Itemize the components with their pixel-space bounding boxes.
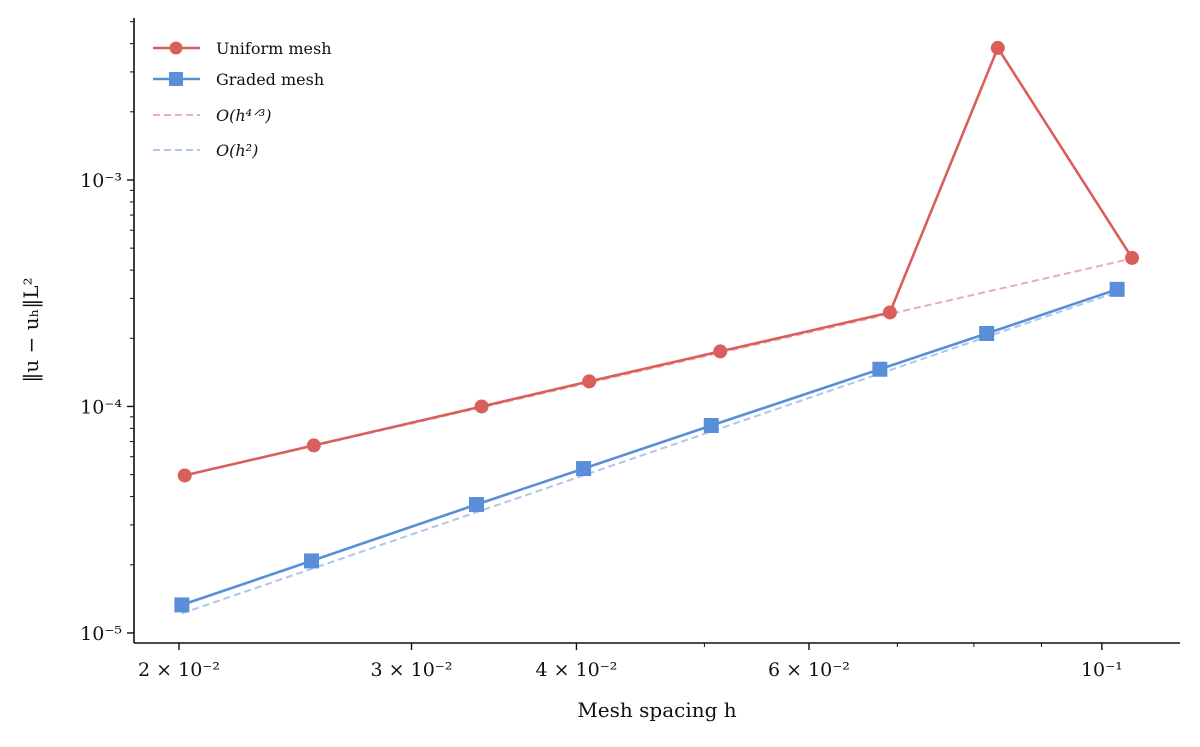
series-line-o-h-2: [181, 291, 1118, 615]
data-point: [306, 438, 321, 453]
legend-entry-o-h-4-3: O(h⁴ᐟ³): [153, 106, 272, 125]
ticks-layer: 2 × 10⁻² 3 × 10⁻² 4 × 10⁻² 6 × 10⁻² 10⁻¹ 10⁻⁵…: [80, 21, 1123, 681]
axes-layer: [133, 18, 1180, 644]
series-o-h-2: [181, 291, 1118, 615]
data-point: [582, 374, 597, 389]
legend-entry-graded: Graded mesh: [153, 70, 324, 89]
x-tick-label: 10⁻¹: [1081, 659, 1123, 681]
svg-text:Uniform mesh: Uniform mesh: [216, 39, 332, 58]
series-line-graded-mesh: [181, 288, 1118, 607]
data-point: [474, 399, 489, 414]
data-point: [882, 305, 897, 320]
x-tick-label: 4 × 10⁻²: [536, 659, 618, 681]
y-tick-label: 10⁻⁵: [80, 623, 122, 645]
data-point: [703, 418, 719, 434]
x-tick-label: 3 × 10⁻²: [371, 659, 453, 681]
y-tick-label: 10⁻⁴: [80, 396, 122, 418]
y-axis-label: ‖u − uₕ‖L²: [19, 277, 44, 382]
data-point: [468, 497, 484, 513]
data-point: [174, 597, 190, 613]
series-line-uniform-mesh: [184, 45, 1134, 477]
legend-entry-uniform: Uniform mesh: [153, 39, 332, 58]
series-layer: [174, 40, 1140, 615]
svg-text:O(h²): O(h²): [216, 141, 258, 160]
data-point: [304, 553, 320, 569]
x-axis-label: Mesh spacing h: [577, 698, 736, 722]
y-tick-label: 10⁻³: [80, 170, 122, 192]
series-o-h-4-3: [184, 257, 1133, 477]
legend-square-marker-icon: [169, 72, 183, 86]
data-point: [1109, 281, 1125, 297]
data-point: [979, 325, 995, 341]
legend-entry-o-h-2: O(h²): [153, 141, 258, 160]
series-uniform-mesh: [177, 40, 1140, 483]
x-tick-label: 6 × 10⁻²: [768, 659, 850, 681]
legend: Uniform mesh Graded mesh O(h⁴ᐟ³) O(h²): [153, 39, 332, 160]
legend-circle-marker-icon: [169, 41, 183, 55]
x-tick-label: 2 × 10⁻²: [138, 659, 220, 681]
data-point: [872, 361, 888, 377]
series-graded-mesh: [174, 281, 1125, 613]
data-point: [177, 468, 192, 483]
series-line-o-h-4-3: [184, 257, 1133, 477]
data-point: [1125, 250, 1140, 265]
svg-text:O(h⁴ᐟ³): O(h⁴ᐟ³): [216, 106, 272, 125]
data-point: [990, 40, 1005, 55]
svg-text:Graded mesh: Graded mesh: [216, 70, 324, 89]
data-point: [576, 461, 592, 477]
data-point: [713, 344, 728, 359]
